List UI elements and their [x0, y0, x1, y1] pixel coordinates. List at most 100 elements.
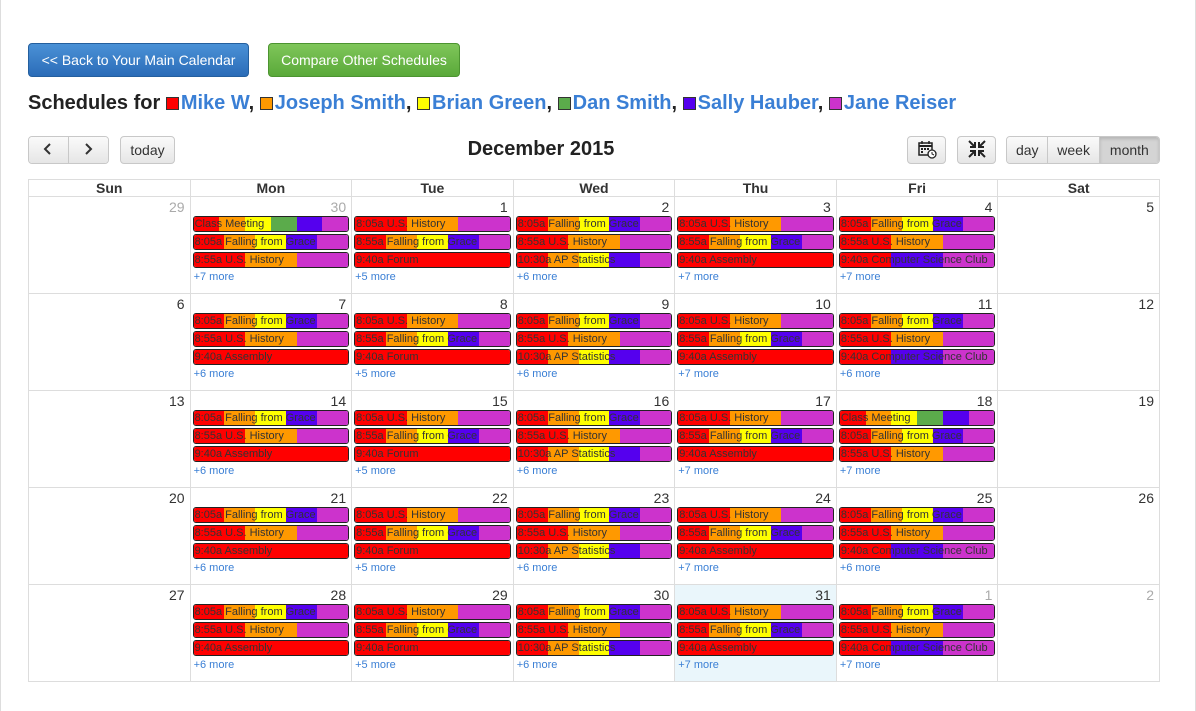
calendar-event[interactable]: 8:05a Falling from Grace: [838, 216, 996, 232]
calendar-event[interactable]: 9:40a Forum: [354, 349, 511, 365]
calendar-event[interactable]: Class Meeting: [192, 216, 350, 232]
day-cell[interactable]: 14 8:05a Falling from Grace 8:55a U.S. His…: [189, 390, 353, 488]
calendar-event[interactable]: 8:55a U.S. History: [838, 331, 996, 347]
calendar-event[interactable]: 9:40a Assembly: [192, 640, 350, 656]
calendar-event[interactable]: 9:40a Assembly: [192, 543, 350, 559]
calendar-event[interactable]: 9:40a Assembly: [677, 640, 834, 656]
more-events-link[interactable]: +6 more: [193, 659, 235, 671]
calendar-event[interactable]: 8:05a U.S. History: [354, 410, 511, 426]
day-cell[interactable]: 22 8:05a U.S. History 8:55a Falling from G…: [351, 487, 514, 585]
view-day-button[interactable]: day: [1007, 137, 1049, 163]
calendar-event[interactable]: 8:05a Falling from Grace: [515, 604, 673, 620]
day-cell[interactable]: 31 8:05a U.S. History 8:55a Falling from G…: [674, 584, 837, 682]
calendar-event[interactable]: 8:55a Falling from Grace: [677, 234, 834, 250]
calendar-event[interactable]: 8:55a Falling from Grace: [354, 622, 511, 638]
back-to-main-calendar-button[interactable]: << Back to Your Main Calendar: [28, 43, 249, 77]
calendar-event[interactable]: 8:05a Falling from Grace: [192, 234, 350, 250]
more-events-link[interactable]: +7 more: [678, 271, 719, 283]
calendar-event[interactable]: 9:40a Forum: [354, 252, 511, 268]
calendar-event[interactable]: 8:05a U.S. History: [677, 410, 834, 426]
calendar-event[interactable]: 8:55a Falling from Grace: [354, 428, 511, 444]
calendar-event[interactable]: 8:55a U.S. History: [838, 446, 996, 462]
more-events-link[interactable]: +5 more: [355, 465, 396, 477]
day-cell[interactable]: 1 8:05a U.S. History 8:55a Falling from Gr…: [351, 196, 514, 294]
compare-other-schedules-button[interactable]: Compare Other Schedules: [268, 43, 460, 77]
day-cell[interactable]: 4 8:05a Falling from Grace 8:55a U.S. Hist…: [835, 196, 999, 294]
calendar-event[interactable]: 8:05a Falling from Grace: [192, 507, 350, 523]
day-cell[interactable]: 20: [28, 487, 191, 585]
person-link[interactable]: Mike W: [180, 92, 249, 114]
calendar-event[interactable]: 8:05a Falling from Grace: [515, 216, 673, 232]
calendar-event[interactable]: 8:55a U.S. History: [515, 331, 673, 347]
more-events-link[interactable]: +6 more: [193, 465, 235, 477]
calendar-event[interactable]: 8:55a U.S. History: [838, 525, 996, 541]
calendar-event[interactable]: 10:30a AP Statistics: [515, 543, 673, 559]
day-cell[interactable]: 15 8:05a U.S. History 8:55a Falling from G…: [351, 390, 514, 488]
calendar-event[interactable]: 8:05a U.S. History: [677, 216, 834, 232]
day-cell[interactable]: 25 8:05a Falling from Grace 8:55a U.S. His…: [835, 487, 999, 585]
day-cell[interactable]: 24 8:05a U.S. History 8:55a Falling from G…: [674, 487, 837, 585]
calendar-event[interactable]: 8:55a U.S. History: [192, 331, 350, 347]
calendar-event[interactable]: 8:05a U.S. History: [677, 604, 834, 620]
day-cell[interactable]: 23 8:05a Falling from Grace 8:55a U.S. His…: [512, 487, 676, 585]
day-cell[interactable]: 19: [997, 390, 1160, 488]
calendar-event[interactable]: 8:55a U.S. History: [192, 525, 350, 541]
calendar-event[interactable]: 9:40a Assembly: [677, 349, 834, 365]
calendar-event[interactable]: 8:05a Falling from Grace: [838, 428, 996, 444]
person-link[interactable]: Jane Reiser: [843, 92, 957, 114]
calendar-event[interactable]: 8:55a Falling from Grace: [677, 428, 834, 444]
calendar-event[interactable]: 9:40a Forum: [354, 543, 511, 559]
more-events-link[interactable]: +6 more: [516, 562, 558, 574]
view-month-button[interactable]: month: [1099, 137, 1159, 163]
calendar-event[interactable]: 10:30a AP Statistics: [515, 446, 673, 462]
more-events-link[interactable]: +7 more: [839, 465, 881, 477]
person-link[interactable]: Brian Green: [432, 92, 547, 114]
next-button[interactable]: [68, 137, 108, 163]
day-cell[interactable]: 17 8:05a U.S. History 8:55a Falling from G…: [674, 390, 837, 488]
person-link[interactable]: Sally Hauber: [697, 92, 818, 114]
calendar-event[interactable]: 9:40a Forum: [354, 446, 511, 462]
calendar-event[interactable]: 8:05a U.S. History: [354, 216, 511, 232]
calendar-event[interactable]: 8:05a U.S. History: [354, 313, 511, 329]
person-link[interactable]: Joseph Smith: [274, 92, 406, 114]
more-events-link[interactable]: +7 more: [678, 659, 719, 671]
calendar-event[interactable]: 8:55a U.S. History: [515, 622, 673, 638]
day-cell[interactable]: 9 8:05a Falling from Grace 8:55a U.S. Hist…: [512, 293, 676, 391]
calendar-event[interactable]: 8:55a Falling from Grace: [677, 622, 834, 638]
more-events-link[interactable]: +6 more: [839, 368, 881, 380]
calendar-event[interactable]: 10:30a AP Statistics: [515, 640, 673, 656]
day-cell[interactable]: 29 8:05a U.S. History 8:55a Falling from G…: [351, 584, 514, 682]
calendar-event[interactable]: 8:05a U.S. History: [354, 604, 511, 620]
calendar-event[interactable]: 8:55a U.S. History: [838, 622, 996, 638]
more-events-link[interactable]: +7 more: [193, 271, 235, 283]
calendar-event[interactable]: 9:40a Assembly: [192, 446, 350, 462]
calendar-event[interactable]: 9:40a Assembly: [677, 252, 834, 268]
calendar-event[interactable]: 8:05a Falling from Grace: [515, 410, 673, 426]
more-events-link[interactable]: +5 more: [355, 368, 396, 380]
calendar-event[interactable]: 8:05a Falling from Grace: [838, 507, 996, 523]
calendar-event[interactable]: 9:40a Assembly: [192, 349, 350, 365]
day-cell[interactable]: 30 Class Meeting 8:05a Falling from Grace 8…: [189, 196, 353, 294]
calendar-event[interactable]: 8:05a Falling from Grace: [192, 604, 350, 620]
day-cell[interactable]: 29: [28, 196, 191, 294]
calendar-event[interactable]: 8:55a Falling from Grace: [354, 331, 511, 347]
calendar-event[interactable]: 8:05a Falling from Grace: [192, 313, 350, 329]
calendar-event[interactable]: 8:55a Falling from Grace: [354, 234, 511, 250]
day-cell[interactable]: 3 8:05a U.S. History 8:55a Falling from Gr…: [674, 196, 837, 294]
more-events-link[interactable]: +7 more: [839, 271, 881, 283]
calendar-event[interactable]: 8:55a U.S. History: [515, 525, 673, 541]
calendar-event[interactable]: 8:05a U.S. History: [354, 507, 511, 523]
person-link[interactable]: Dan Smith: [572, 92, 672, 114]
more-events-link[interactable]: +6 more: [516, 271, 558, 283]
today-button[interactable]: today: [120, 136, 175, 164]
day-cell[interactable]: 26: [997, 487, 1160, 585]
calendar-settings-button[interactable]: [907, 136, 946, 164]
day-cell[interactable]: 10 8:05a U.S. History 8:55a Falling from G…: [674, 293, 837, 391]
calendar-event[interactable]: 10:30a AP Statistics: [515, 252, 673, 268]
calendar-event[interactable]: 9:40a Assembly: [677, 446, 834, 462]
calendar-event[interactable]: 8:05a Falling from Grace: [838, 313, 996, 329]
calendar-event[interactable]: 10:30a AP Statistics: [515, 349, 673, 365]
day-cell[interactable]: 21 8:05a Falling from Grace 8:55a U.S. His…: [189, 487, 353, 585]
calendar-event[interactable]: 8:55a U.S. History: [192, 622, 350, 638]
calendar-event[interactable]: 8:55a Falling from Grace: [677, 525, 834, 541]
